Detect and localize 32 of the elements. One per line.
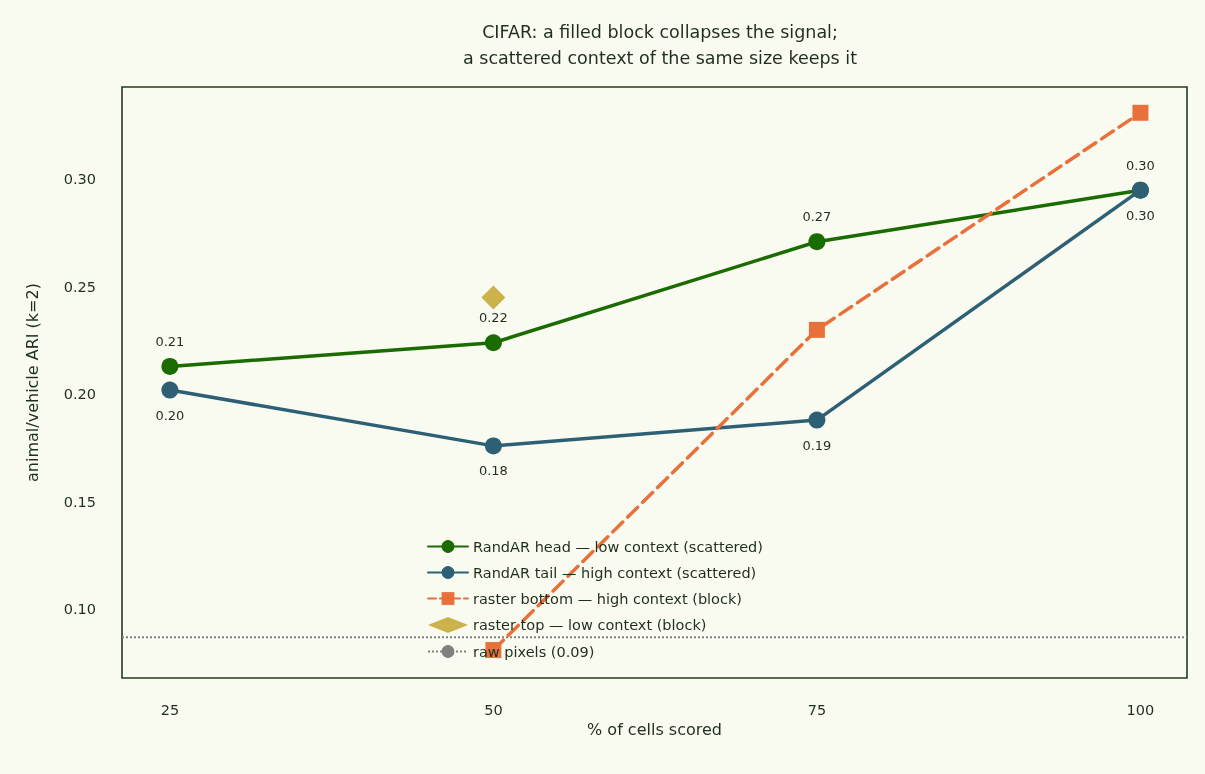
point [1132,104,1149,121]
x-tick-label: 50 [484,701,503,718]
data-label: 0.30 [1125,207,1155,223]
y-tick-label: 0.25 [63,278,96,295]
y-tick-label: 0.10 [63,601,96,618]
y-axis-title: animal/vehicle ARI (k=2) [22,283,42,482]
data-label: 0.21 [155,333,185,349]
point [808,411,826,429]
data-label: 0.30 [1125,157,1155,173]
data-label: 0.19 [802,437,832,453]
data-label: 0.18 [478,463,508,479]
x-tick-label: 75 [807,701,827,718]
y-tick-label: 0.15 [63,493,96,510]
point [481,285,506,310]
x-axis-title: % of cells scored [587,720,722,740]
legend-label: RandAR tail — high context (scattered) [473,564,757,581]
point [484,437,502,455]
data-label: 0.27 [802,209,832,225]
y-tick-label: 0.20 [63,386,96,403]
legend-label: raster top — low context (block) [473,617,707,633]
y-tick-label: 0.30 [63,171,96,188]
chart-title: CIFAR: a filled block collapses the signal; a scattered context of the same size keeps it [463,22,858,68]
point [808,321,825,338]
point [808,233,826,251]
data-label: 0.22 [478,310,508,326]
point [484,334,502,352]
data-label: 0.20 [155,407,185,423]
legend-label: RandAR head — low context (scattered) [473,538,763,555]
x-tick-label: 100 [1126,701,1155,718]
x-tick-label: 25 [160,701,180,718]
point [161,357,179,375]
point [161,381,179,399]
